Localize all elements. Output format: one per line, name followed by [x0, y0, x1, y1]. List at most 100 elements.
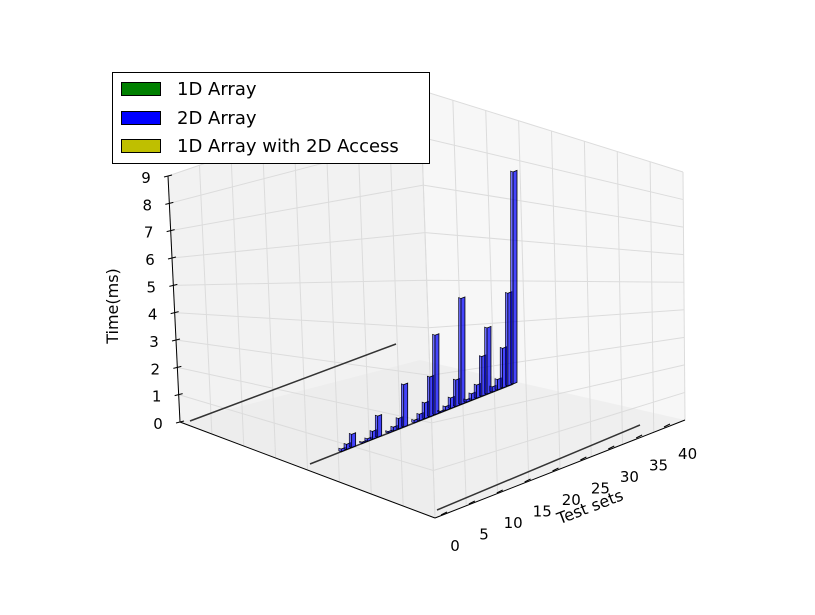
legend-item-2d-array: 2D Array: [121, 107, 257, 129]
z-tick-mark: [169, 283, 178, 287]
bar-2d-array-side: [343, 443, 347, 451]
grid-line-right-v: [583, 141, 592, 457]
x-tick-mark: [635, 434, 643, 439]
x-tick-label: 35: [649, 457, 668, 475]
x-tick-mark: [440, 511, 448, 516]
bar-2d-array-side: [447, 396, 451, 410]
z-tick-mark: [167, 256, 177, 260]
grid-line-horizontal: [175, 336, 685, 376]
bar-2d-array-side: [510, 170, 514, 385]
z-tick-label: 7: [144, 224, 154, 242]
grid-line-right-v: [616, 151, 623, 445]
bar-2d-array-side: [479, 355, 483, 397]
z-tick-mark: [171, 338, 181, 342]
z-ticks: 0 1 2 3 4 5 6 7 8 9: [141, 169, 185, 433]
x-tick-label: 20: [562, 491, 581, 509]
z-tick-label: 2: [151, 360, 161, 378]
grid-line-left-v: [325, 122, 340, 483]
x-tick-mark: [524, 478, 531, 483]
grid-line-left-v: [199, 165, 213, 435]
x-ticks: 0 5 10 15 20 25 30 35 40: [440, 423, 697, 555]
bar-2d-array-side: [484, 326, 488, 395]
legend: 1D Array 2D Array 1D Array with 2D Acces…: [112, 72, 430, 164]
bar-2d-array-side: [463, 398, 467, 403]
grid-line-right-v: [682, 171, 686, 421]
bar-2d-array-side: [390, 425, 394, 432]
z-tick-mark: [165, 201, 174, 205]
z-tick-mark: [163, 174, 173, 178]
x-tick-label: 0: [450, 537, 460, 555]
bar-2d-array-side: [416, 412, 420, 422]
bar-2d-array: [460, 296, 466, 406]
bar-2d-array-side: [385, 430, 389, 434]
series-baseline-1d-array-2d-access: [436, 424, 641, 511]
bar-2d-array-side: [374, 414, 378, 438]
bar-2d-array: [512, 169, 518, 385]
z-tick-label: 0: [153, 415, 163, 433]
bar-2d-array-side: [468, 392, 472, 401]
grid-line-horizontal: [171, 232, 684, 259]
bar-2d-array-side: [338, 447, 342, 453]
grid-line-right-v: [551, 130, 561, 470]
bar-2d-array-side: [427, 375, 431, 418]
x-tick-label: 40: [678, 445, 697, 463]
bar-2d-array: [377, 413, 383, 438]
grid-line-right-v: [518, 120, 530, 482]
legend-label-2d-array: 2D Array: [177, 107, 257, 129]
x-tick-label: 30: [620, 468, 639, 486]
x-tick-label: 10: [504, 514, 523, 532]
legend-item-1d-array-2d-access: 1D Array with 2D Access: [121, 135, 399, 157]
x-tick-mark: [580, 456, 587, 461]
z-tick-label: 3: [149, 333, 159, 351]
z-tick-mark: [174, 393, 183, 397]
x-tick-mark: [496, 489, 503, 494]
z-tick-label: 1: [152, 388, 162, 406]
bar-2d-array: [351, 432, 357, 449]
z-tick-mark: [170, 311, 179, 315]
grid-line-horizontal: [173, 279, 684, 286]
z-tick-label: 9: [141, 169, 151, 187]
legend-label-1d-array: 1D Array: [177, 78, 257, 100]
grid-line-horizontal: [170, 184, 684, 232]
bars: [189, 169, 641, 511]
z-tick-label: 8: [143, 196, 153, 214]
series-baseline-1d-array: [189, 343, 397, 422]
bar-2d-array-side: [442, 405, 446, 412]
bar-2d-array-side: [348, 433, 352, 449]
z-tick-label: 6: [145, 251, 155, 269]
bar-2d-array-side: [400, 383, 404, 428]
grid-line-horizontal: [174, 309, 685, 329]
bar-2d-array-side: [369, 430, 373, 440]
grid-line-left-v: [230, 154, 245, 447]
x-axis-line: [434, 419, 686, 519]
bar-2d-array-side: [505, 291, 509, 387]
grid-line-left-v: [356, 111, 372, 495]
floor-edge-left: [179, 421, 436, 519]
bar-2d-array-side: [432, 333, 436, 416]
bar-2d-array: [486, 325, 492, 395]
bar-2d-array-side: [364, 437, 368, 442]
bar-2d-array-side: [359, 440, 363, 444]
x-tick-label: 5: [479, 526, 489, 544]
grid-line-right-v: [649, 161, 655, 433]
axes: [167, 175, 686, 519]
bar-2d-array-side: [473, 383, 477, 399]
legend-label-1d-array-2d-access: 1D Array with 2D Access: [177, 135, 399, 157]
bar-2d-array-side: [489, 385, 493, 393]
grid-line-left-v: [388, 100, 404, 507]
grid-line-horizontal: [178, 391, 685, 471]
grid-line-horizontal: [177, 364, 685, 424]
legend-swatch-1d-array: [121, 82, 161, 96]
legend-swatch-1d-array-2d-access: [121, 139, 161, 153]
legend-item-1d-array: 1D Array: [121, 78, 257, 100]
x-tick-mark: [608, 445, 615, 450]
bar-2d-array-side: [458, 297, 462, 405]
bar-2d-array-side: [437, 410, 441, 414]
grid-line-right-v: [485, 110, 498, 494]
bar-2d-array-side: [395, 417, 399, 430]
x-tick-label: 25: [591, 480, 610, 498]
x-tick-mark: [468, 500, 476, 505]
legend-swatch-2d-array: [121, 111, 161, 125]
x-tick-mark: [663, 423, 671, 428]
